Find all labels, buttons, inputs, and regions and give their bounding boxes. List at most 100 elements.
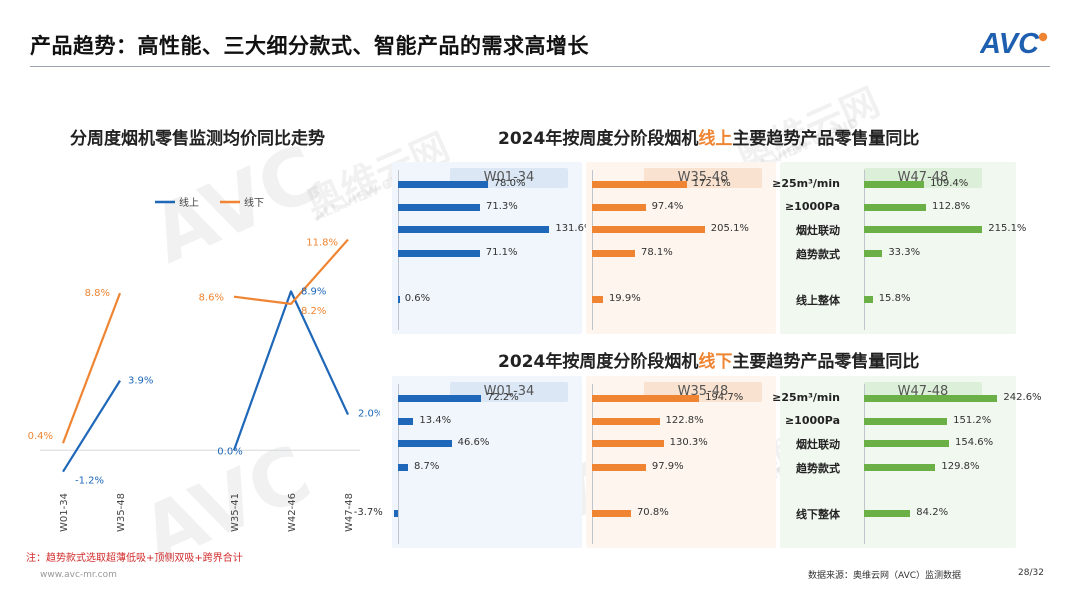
bar-value: 8.7% <box>414 461 440 472</box>
online-title-prefix: 2024年按周度分阶段烟机 <box>498 129 699 149</box>
bar-value: 71.3% <box>485 201 518 212</box>
bar-panel-w35-48 <box>586 162 776 334</box>
bar-value: 70.8% <box>636 507 669 518</box>
offline-title-highlight: 线下 <box>698 352 733 372</box>
bar-value: 13.4% <box>419 415 452 426</box>
line-chart-title: 分周度烟机零售监测均价同比走势 <box>70 129 325 149</box>
category-label: W47-48 <box>344 493 355 532</box>
bar <box>864 394 998 402</box>
bar-value: 33.3% <box>888 247 921 258</box>
bar <box>864 203 927 211</box>
website-link[interactable]: www.avc-mr.com <box>40 570 117 580</box>
bar-value: 15.8% <box>878 293 911 304</box>
bar <box>864 249 883 257</box>
online-bar-title: 2024年按周度分阶段烟机线上主要趋势产品零售量同比 <box>498 124 919 149</box>
data-label: 8.2% <box>301 306 326 317</box>
bar <box>398 439 452 447</box>
bar-value: 130.3% <box>669 437 708 448</box>
page-title: 产品趋势：高性能、三大细分款式、智能产品的需求高增长 <box>30 34 589 58</box>
bar-value: 71.1% <box>485 247 518 258</box>
series-line <box>61 292 122 444</box>
bar <box>398 180 488 188</box>
bar <box>864 417 948 425</box>
bar-value: 154.6% <box>955 437 994 448</box>
bar-value: 131.6% <box>555 223 594 234</box>
category-label: W01-34 <box>59 493 70 532</box>
data-label: 2.0% <box>358 409 380 420</box>
title-divider <box>30 66 1050 67</box>
bar <box>592 463 646 471</box>
bar-value: 172.1% <box>692 178 731 189</box>
bar <box>864 509 911 517</box>
series-line <box>232 290 349 451</box>
bar <box>592 509 631 517</box>
bar-value: 46.6% <box>457 437 490 448</box>
bar-value: 78.1% <box>640 247 673 258</box>
bar-panel-w01-34 <box>392 376 582 548</box>
footnote: 注：趋势款式选取超薄低吸+顶侧双吸+跨界合计 <box>26 553 243 564</box>
series-line <box>233 238 349 305</box>
data-label: 3.9% <box>128 376 153 387</box>
row-category-label: ≥25m³/min <box>772 391 840 404</box>
offline-title-suffix: 主要趋势产品零售量同比 <box>732 352 920 372</box>
bar <box>864 295 873 303</box>
data-label: -1.2% <box>75 476 104 487</box>
row-category-label: 线上整体 <box>796 294 840 307</box>
bar <box>393 509 398 517</box>
bar-value: 129.8% <box>941 461 980 472</box>
row-category-label: ≥1000Pa <box>784 414 840 427</box>
row-category-label: 趋势款式 <box>796 462 840 475</box>
bar-value: 109.4% <box>930 178 969 189</box>
bar-value: 242.6% <box>1003 392 1042 403</box>
bar <box>592 180 687 188</box>
bar-value: 78.0% <box>493 178 526 189</box>
bar-value: 97.4% <box>651 201 684 212</box>
bar <box>398 463 408 471</box>
offline-title-prefix: 2024年按周度分阶段烟机 <box>498 352 699 372</box>
data-label: 8.9% <box>301 286 326 297</box>
data-label: 0.4% <box>28 431 53 442</box>
bar-value: 97.9% <box>651 461 684 472</box>
bar <box>592 439 664 447</box>
bar <box>398 203 480 211</box>
row-category-label: ≥1000Pa <box>784 200 840 213</box>
bar <box>592 203 646 211</box>
online-title-highlight: 线上 <box>698 129 733 149</box>
row-category-label: ≥25m³/min <box>772 177 840 190</box>
avc-logo: AVC <box>980 28 1048 60</box>
row-category-label: 线下整体 <box>796 508 840 521</box>
bar-value: -3.7% <box>353 507 383 518</box>
bar-value: 122.8% <box>665 415 704 426</box>
bar-value: 19.9% <box>608 293 641 304</box>
bar <box>398 417 414 425</box>
row-category-label: 趋势款式 <box>796 248 840 261</box>
bar <box>864 439 950 447</box>
bar <box>398 394 482 402</box>
line-chart: 线上 线下 -1.2% 3.9% 0.0% 8.9% 2.0% 0.4% 8.8% 8.6% 8.2… <box>28 196 380 532</box>
data-source: 数据来源：奥维云网（AVC）监测数据 <box>808 571 962 581</box>
bar <box>398 249 480 257</box>
bar-value: 215.1% <box>988 223 1027 234</box>
data-label: 8.8% <box>85 288 110 299</box>
bar <box>592 225 705 233</box>
bar <box>592 394 700 402</box>
bar <box>592 249 635 257</box>
bar-value: 84.2% <box>916 507 949 518</box>
bar <box>592 417 660 425</box>
data-label: 8.6% <box>199 293 224 304</box>
row-category-label: 烟灶联动 <box>796 224 840 237</box>
bar-value: 72.2% <box>487 392 519 403</box>
offline-bar-title: 2024年按周度分阶段烟机线下主要趋势产品零售量同比 <box>498 347 919 372</box>
bar <box>592 295 603 303</box>
bar-value: 0.6% <box>404 293 431 304</box>
bar <box>398 295 400 303</box>
bar-value: 151.2% <box>953 415 992 426</box>
category-label: W42-46 <box>287 493 298 532</box>
series-line <box>62 380 121 473</box>
legend-label: 线下 <box>244 196 264 209</box>
bar <box>864 180 925 188</box>
bar-panel-w47-48 <box>780 376 1016 548</box>
bar-panel-w01-34 <box>392 162 582 334</box>
bar-panel-w47-48 <box>780 162 1016 334</box>
logo-text: AVC <box>980 28 1040 60</box>
